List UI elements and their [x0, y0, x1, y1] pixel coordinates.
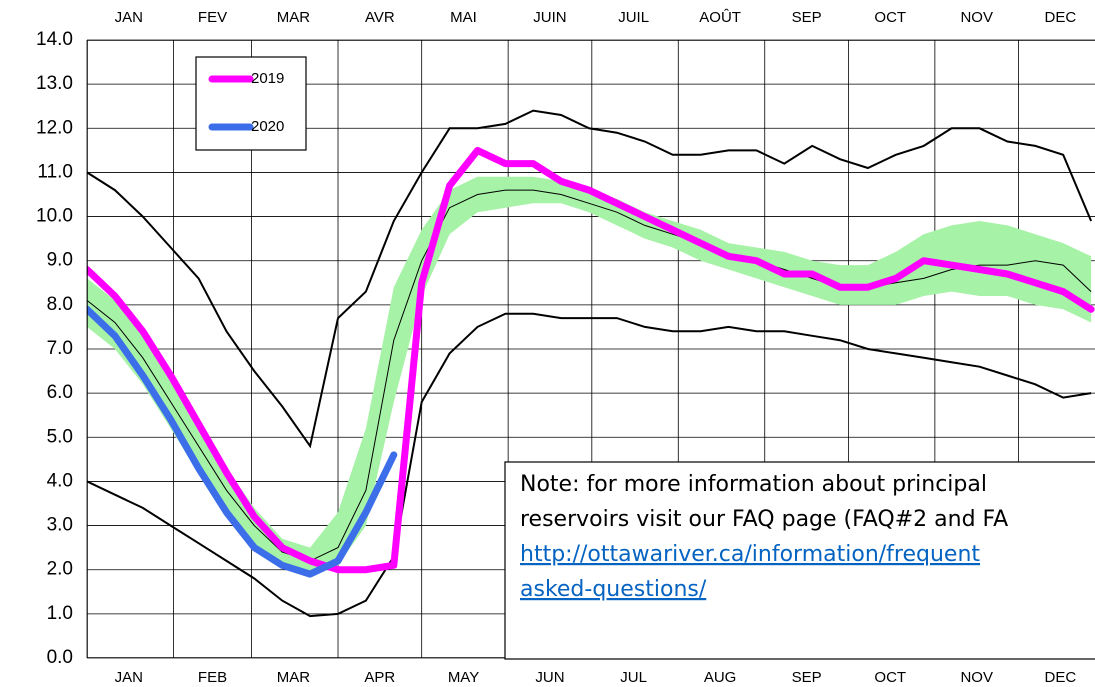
note-link[interactable]: asked-questions/ — [520, 577, 707, 602]
plot-area — [87, 40, 1095, 658]
y-tick-label: 13.0 — [36, 73, 73, 94]
x2-tick-label: NOV — [960, 9, 993, 26]
note-box — [504, 461, 1095, 660]
x-tick-label: DEC — [1045, 669, 1077, 686]
y-tick-label: 2.0 — [47, 559, 73, 580]
y-tick-label: 12.0 — [36, 117, 73, 138]
y-tick-label: 5.0 — [47, 426, 73, 447]
y-tick-label: 11.0 — [37, 161, 73, 182]
x2-tick-label: MAR — [277, 9, 311, 26]
x2-tick-label: AVR — [365, 9, 395, 26]
x-tick-label: APR — [364, 669, 395, 686]
x-tick-label: AUG — [704, 669, 737, 686]
series-line — [87, 146, 1095, 574]
y-tick-label: 1.0 — [47, 603, 73, 624]
x-tick-label: OCT — [874, 669, 906, 686]
y-tick-label: 9.0 — [47, 250, 73, 271]
x2-tick-label: DEC — [1045, 9, 1077, 26]
legend-box — [195, 56, 307, 151]
x-tick-label: NOV — [960, 669, 993, 686]
x2-tick-label: SEP — [792, 9, 822, 26]
x2-tick-label: JUIL — [618, 9, 649, 26]
x-tick-label: MAR — [277, 669, 311, 686]
x-tick-label: FEB — [198, 669, 227, 686]
y-tick-label: 14.0 — [36, 29, 73, 50]
y-tick-label: 8.0 — [47, 294, 73, 315]
x-tick-label: SEP — [792, 669, 822, 686]
y-tick-label: 4.0 — [47, 470, 73, 491]
legend: 2019 2020 — [195, 56, 307, 151]
x2-tick-label: OCT — [874, 9, 906, 26]
y-tick-label: 0.0 — [47, 647, 73, 668]
legend-label: 2020 — [251, 118, 284, 135]
note-link[interactable]: http://ottawariver.ca/information/freque… — [520, 542, 980, 567]
percentile-band — [87, 176, 1092, 575]
max-line — [87, 109, 1093, 449]
min-line — [87, 312, 1092, 618]
x-tick-label: JUL — [620, 669, 647, 686]
axis-labels: 0.0 1.0 2.0 3.0 4.0 5.0 6.0 7.0 8.0 9.0 10.0 11.0 12… — [36, 9, 1076, 686]
series-line — [87, 305, 398, 578]
x2-tick-label: JUIN — [533, 9, 566, 26]
x-tick-label: JUN — [535, 669, 564, 686]
x-tick-label: JAN — [115, 669, 143, 686]
note-line: reservoirs visit our FAQ page (FAQ#2 and… — [520, 507, 1008, 532]
x2-tick-label: MAI — [450, 9, 477, 26]
x2-tick-label: JAN — [115, 9, 143, 26]
y-tick-label: 6.0 — [47, 382, 73, 403]
y-tick-label: 10.0 — [36, 206, 73, 227]
legend-label: 2019 — [251, 70, 284, 87]
x2-tick-label: FEV — [198, 9, 227, 26]
note-line: Note: for more information about princip… — [520, 472, 987, 497]
y-tick-label: 3.0 — [47, 515, 73, 536]
note: Note: for more information about princip… — [504, 461, 1095, 660]
y-tick-label: 7.0 — [47, 338, 73, 359]
x-tick-label: MAY — [448, 669, 479, 686]
median-line — [87, 189, 1092, 562]
x2-tick-label: AOÛT — [699, 9, 741, 26]
